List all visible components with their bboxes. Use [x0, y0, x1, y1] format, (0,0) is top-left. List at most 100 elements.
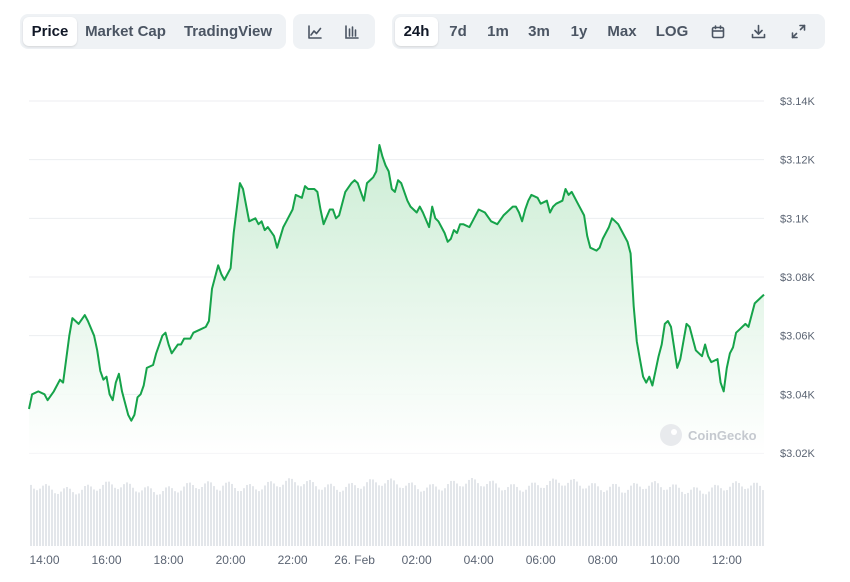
volume-bar: [756, 482, 758, 546]
volume-bar: [192, 485, 194, 546]
line-chart-button[interactable]: [296, 17, 333, 46]
volume-bar: [648, 485, 650, 546]
volume-bar: [531, 482, 533, 546]
volume-bar: [246, 484, 248, 546]
volume-bar: [708, 491, 710, 546]
volume-bar: [621, 492, 623, 546]
volume-bar: [459, 486, 461, 546]
volume-bar: [759, 485, 761, 546]
volume-bar: [585, 488, 587, 546]
volume-bar: [363, 486, 365, 546]
tab-price[interactable]: Price: [23, 17, 77, 46]
volume-bar: [255, 489, 257, 546]
volume-bar: [504, 489, 506, 546]
volume-bar: [258, 491, 260, 546]
range-tab-group: 24h 7d 1m 3m 1y Max LOG: [392, 14, 825, 49]
volume-bar: [582, 488, 584, 546]
tab-tradingview[interactable]: TradingView: [183, 23, 273, 40]
volume-bar: [444, 488, 446, 546]
volume-bar: [420, 491, 422, 546]
volume-bar: [456, 483, 458, 546]
volume-bar: [705, 494, 707, 546]
volume-bar: [219, 490, 221, 546]
volume-bar: [402, 488, 404, 546]
volume-bar: [483, 486, 485, 546]
volume-bar: [747, 488, 749, 546]
x-tick-label: 18:00: [154, 553, 184, 567]
volume-bar: [309, 479, 311, 546]
volume-bar: [60, 491, 62, 546]
calendar-button[interactable]: [698, 17, 738, 46]
volume-bar: [396, 484, 398, 546]
price-line: [28, 144, 765, 422]
volume-bar: [213, 486, 215, 546]
volume-bar: [576, 481, 578, 546]
volume-bar: [468, 479, 470, 546]
range-1m[interactable]: 1m: [487, 23, 509, 40]
expand-button[interactable]: [778, 17, 818, 46]
range-1y[interactable]: 1y: [570, 23, 588, 40]
download-button[interactable]: [738, 17, 778, 46]
range-log[interactable]: LOG: [655, 23, 689, 40]
volume-bar: [195, 488, 197, 546]
volume-bar: [168, 486, 170, 546]
volume-bar: [435, 486, 437, 546]
volume-bar: [123, 484, 125, 546]
volume-bar: [261, 489, 263, 546]
volume-bar: [417, 489, 419, 546]
range-max[interactable]: Max: [607, 23, 637, 40]
volume-bar: [546, 485, 548, 546]
volume-bar: [588, 485, 590, 546]
y-tick-label: $3.14K: [780, 96, 816, 108]
volume-bar: [384, 483, 386, 546]
volume-bar: [738, 482, 740, 546]
volume-bar: [528, 485, 530, 546]
volume-bar: [390, 478, 392, 546]
volume-bar: [300, 486, 302, 546]
volume-bar: [294, 482, 296, 546]
volume-bar: [750, 485, 752, 546]
volume-bar: [477, 483, 479, 546]
volume-bar: [591, 483, 593, 546]
y-axis-ticks: $3.02K $3.04K $3.06K $3.08K $3.1K $3.12K $3.14…: [780, 96, 816, 460]
volume-bar: [450, 480, 452, 546]
volume-bar: [159, 494, 161, 546]
volume-bar: [171, 488, 173, 546]
volume-bar: [54, 493, 56, 546]
volume-bar: [153, 492, 155, 546]
volume-bar: [636, 483, 638, 546]
range-24h[interactable]: 24h: [395, 17, 438, 46]
range-7d[interactable]: 7d: [449, 23, 467, 40]
volume-bar: [696, 487, 698, 546]
range-3m[interactable]: 3m: [528, 23, 550, 40]
volume-bar: [345, 486, 347, 546]
volume-bar: [174, 491, 176, 546]
volume-bar: [519, 490, 521, 546]
volume-bar: [333, 486, 335, 546]
y-tick-label: $3.02K: [780, 448, 816, 460]
volume-bar: [114, 487, 116, 546]
volume-bar: [357, 488, 359, 546]
volume-bar: [138, 492, 140, 546]
volume-bar: [30, 484, 32, 546]
volume-bar: [216, 489, 218, 546]
volume-bar: [597, 486, 599, 546]
volume-bar: [99, 488, 101, 546]
volume-bar: [234, 487, 236, 546]
volume-bar: [132, 487, 134, 546]
volume-bar: [222, 485, 224, 546]
volume-bar: [684, 494, 686, 546]
candlestick-chart-button[interactable]: [333, 17, 370, 46]
x-tick-label: 22:00: [278, 553, 308, 567]
volume-bar: [39, 488, 41, 546]
volume-bar: [336, 489, 338, 546]
volume-bar: [726, 490, 728, 546]
volume-bar: [126, 482, 128, 546]
volume-bar: [411, 482, 413, 546]
volume-bar: [423, 490, 425, 546]
x-tick-label: 20:00: [216, 553, 246, 567]
tab-market-cap[interactable]: Market Cap: [85, 23, 166, 40]
volume-bar: [513, 484, 515, 546]
volume-bar: [198, 489, 200, 546]
